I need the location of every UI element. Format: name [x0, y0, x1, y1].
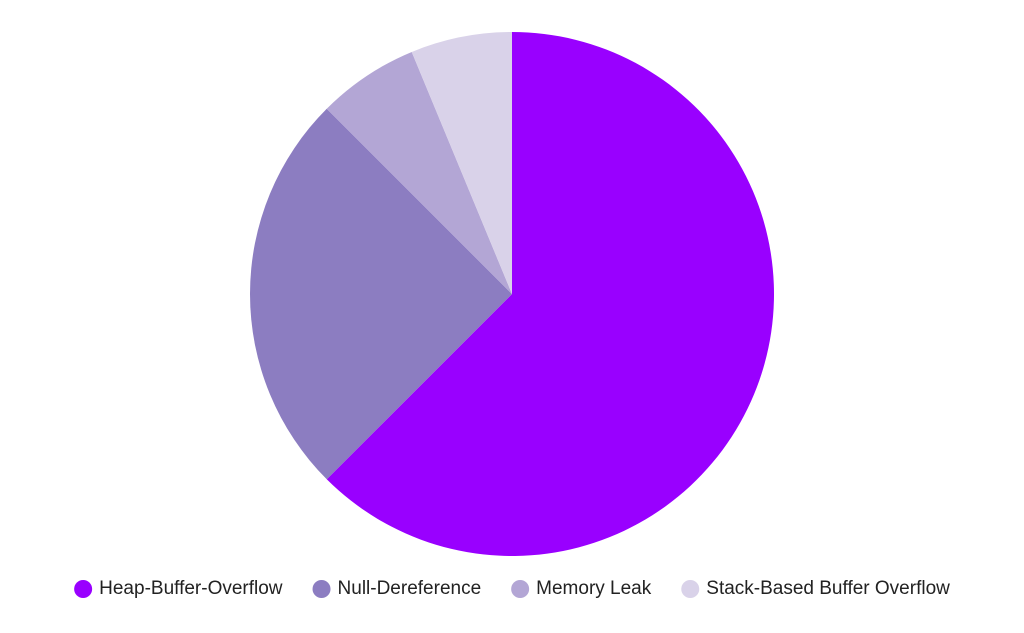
legend-marker [312, 580, 331, 598]
legend-label: Memory Leak [536, 578, 652, 599]
legend-marker [681, 580, 700, 598]
legend-label: Stack-Based Buffer Overflow [706, 578, 950, 599]
pie-slice [250, 108, 512, 480]
legend-label: Heap-Buffer-Overflow [99, 578, 283, 599]
pie-slice [326, 51, 512, 295]
legend-label: Null-Dereference [338, 578, 482, 599]
legend-marker [74, 580, 93, 598]
legend-marker [511, 580, 530, 598]
pie-slice [326, 32, 774, 556]
pie-slice [411, 32, 512, 294]
